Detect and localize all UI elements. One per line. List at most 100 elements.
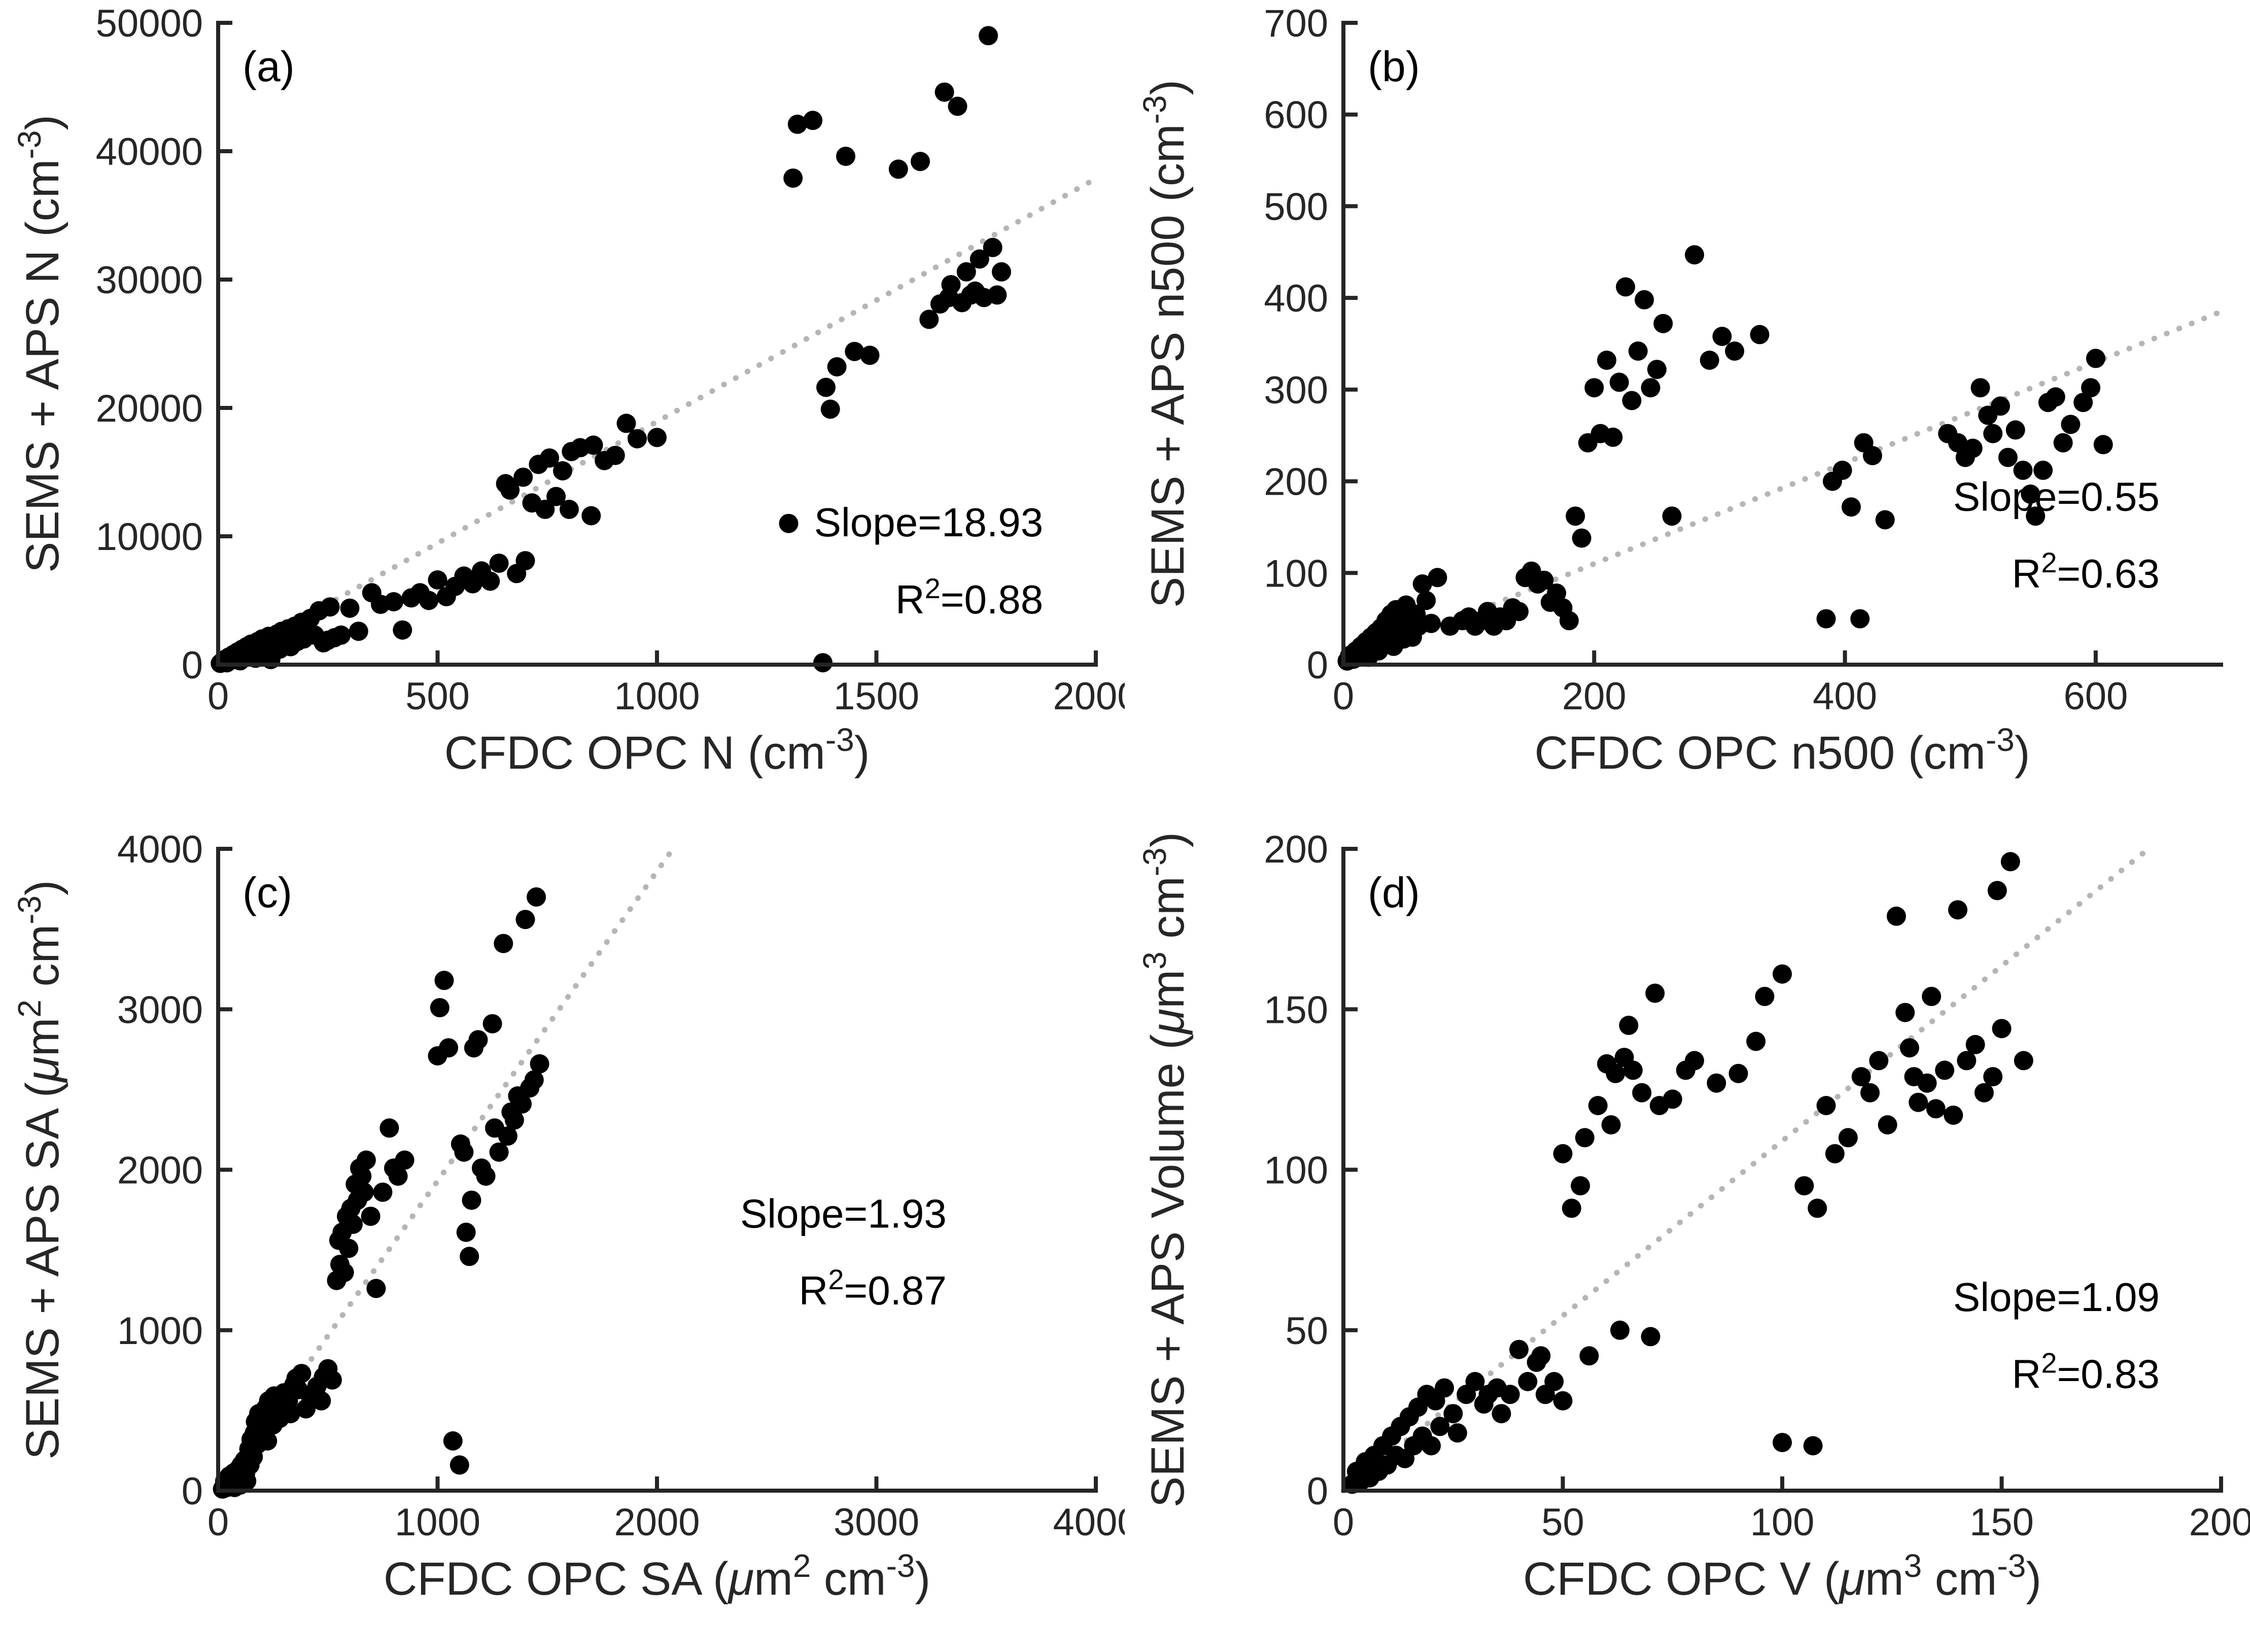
data-point [1615,277,1635,297]
data-point [352,1166,372,1186]
annotation-r2: R2=0.83 [2012,1347,2159,1397]
data-point [956,262,976,282]
data-point [1825,1144,1845,1163]
data-point [1412,574,1432,594]
data-point [1724,341,1744,361]
panel-c-chart: 0 1000 2000 3000 4000 0 1000 2000 3000 4000 CFDC O… [11,828,1125,1605]
annotation-r2: R2=0.87 [799,1263,947,1313]
data-point [983,237,1002,257]
y-tick-label: 100 [1264,552,1328,595]
x-axis-label: CFDC OPC N (cm-3) [444,721,870,779]
data-point [1948,900,1967,920]
data-point [1878,1115,1897,1134]
data-point [581,506,601,526]
data-point [462,1190,481,1210]
x-tick-label: 0 [1332,1501,1354,1544]
data-point [546,487,566,506]
data-point [460,1247,479,1266]
data-point [783,168,803,188]
x-tick-label: 1000 [614,675,700,718]
x-tick-label: 0 [207,675,229,718]
data-point [1634,290,1654,309]
data-point [1728,1063,1748,1083]
data-point [480,571,500,591]
data-point [1943,1106,1963,1125]
x-tick-label: 100 [1750,1501,1814,1544]
y-axis-label: SEMS + APS Volume (μm3 cm-3) [1136,832,1194,1508]
data-point [379,1118,399,1138]
data-point [979,26,998,46]
x-tick-label: 3000 [834,1501,919,1544]
data-point [1816,1096,1836,1115]
data-point [1875,510,1895,530]
data-point [820,399,840,419]
data-point [1772,964,1792,984]
y-tick-label: 1000 [117,1310,203,1353]
x-axis-label: CFDC OPC V (μm3 cm-3) [1523,1547,2041,1605]
data-point [1647,360,1667,380]
data-point [1917,1073,1936,1093]
y-tick-label: 10000 [96,515,203,559]
data-point [616,414,636,433]
data-point [430,998,449,1018]
data-point [468,1030,488,1050]
data-point [1921,986,1941,1006]
y-tick-label: 0 [182,644,203,687]
scatter-points [213,887,549,1499]
y-tick-label: 50000 [96,2,203,45]
panel-letter: (c) [243,869,292,916]
data-point [454,1142,474,1162]
y-tick-label: 400 [1264,277,1328,320]
data-point [334,1262,354,1282]
data-point [1772,1433,1792,1453]
data-point [456,1222,476,1242]
data-point [2033,460,2053,480]
data-point [535,499,555,519]
y-axis-label: SEMS + APS SA (μm2 cm-3) [11,880,68,1459]
data-point [2020,484,2040,504]
y-tick-label: 4000 [117,828,203,871]
data-point [1990,396,2010,416]
data-point [331,625,351,645]
data-point [605,445,625,465]
data-point [1603,427,1622,447]
data-point [1754,986,1774,1006]
data-point [1641,1327,1660,1347]
y-tick-label: 0 [1306,644,1328,687]
data-point [1663,1089,1682,1109]
data-point [434,971,454,990]
y-axis-label: SEMS + APS N (cm-3) [11,115,68,573]
data-point [515,910,535,930]
data-point [1838,1128,1858,1148]
data-point [1926,1099,1946,1119]
data-point [628,429,647,449]
panel-letter: (b) [1368,43,1420,90]
data-point [1534,570,1553,590]
data-point [1803,1436,1823,1456]
data-point [1832,460,1852,480]
panel-b: 0 200 400 600 0 100 200 300 400 500 600 700 CFDC OPC… [1125,0,2250,826]
data-point [2081,378,2100,398]
data-point [1509,602,1529,622]
data-point [388,1166,408,1186]
x-axis-label: CFDC OPC SA (μm2 cm-3) [384,1547,930,1605]
data-point [2014,1051,2033,1071]
data-point [1434,1378,1454,1398]
panel-d: 0 50 100 150 200 0 50 100 150 200 CFDC OPC V (μm3 … [1125,826,2250,1652]
data-point [1700,351,1719,370]
y-tick-label: 150 [1264,988,1328,1031]
data-point [2073,393,2093,412]
x-tick-label: 400 [1813,675,1877,718]
y-tick-label: 0 [182,1470,203,1513]
x-tick-label: 0 [1332,675,1354,718]
data-point [1862,446,1882,465]
axes [1341,21,2223,667]
y-tick-label: 3000 [117,988,203,1031]
data-point [1746,1031,1766,1051]
data-point [1983,1067,2002,1087]
y-tick-label: 2000 [117,1149,203,1192]
data-point [1934,1060,1954,1080]
annotation-slope: Slope=1.09 [1953,1275,2159,1320]
data-point [1565,506,1585,526]
data-point [1948,433,1967,453]
